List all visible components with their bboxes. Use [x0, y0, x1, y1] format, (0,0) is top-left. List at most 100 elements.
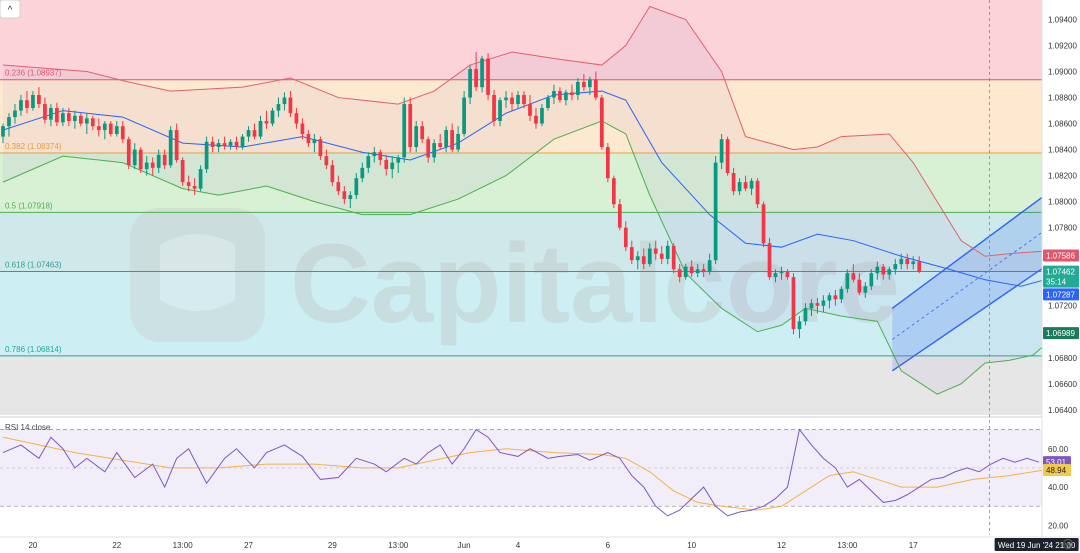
- price-tick-label: 1.08400: [1048, 146, 1077, 155]
- fib-band: [0, 0, 1042, 80]
- candle-body: [360, 167, 365, 179]
- candle-body: [707, 260, 712, 272]
- candle-body: [132, 149, 137, 166]
- price-badge: [1043, 249, 1079, 262]
- candle-body: [390, 162, 395, 170]
- price-badge-text: 1.07462: [1046, 268, 1075, 277]
- fib-levels: 0.236 (1.08937) 0.382 (1.08374) 0.5 (1.079…: [0, 69, 1042, 357]
- candle-body: [887, 269, 892, 275]
- channel-mid: [892, 229, 1046, 340]
- candle-body: [67, 113, 71, 121]
- candle-body: [875, 266, 880, 274]
- price-badge: [1043, 265, 1079, 288]
- candles: [1, 52, 922, 339]
- fib-label: 0.618 (1.07463): [5, 261, 62, 270]
- candle-body: [671, 245, 676, 270]
- candle-body: [228, 141, 233, 146]
- channel-fill: [892, 195, 1045, 371]
- rsi-label: RSI 14 close: [5, 423, 51, 432]
- candle-body: [809, 303, 814, 309]
- candle-body: [701, 269, 706, 272]
- candle-body: [869, 273, 874, 287]
- candle-body: [402, 104, 407, 158]
- candle-body: [468, 68, 472, 98]
- time-tick-label: 13:00: [173, 541, 194, 550]
- candle-body: [743, 182, 748, 189]
- fib-label: 0.382 (1.08374): [5, 142, 62, 151]
- candle-body: [683, 266, 688, 278]
- candle-body: [25, 100, 29, 108]
- collapse-button-label: ^: [8, 5, 13, 16]
- candle-body: [378, 152, 383, 161]
- fib-band: [0, 212, 1042, 272]
- price-tick-label: 1.06800: [1048, 354, 1077, 363]
- candle-body: [342, 191, 347, 200]
- candle-body: [186, 182, 191, 187]
- candle-body: [839, 288, 844, 300]
- candle-body: [498, 100, 502, 121]
- bollinger-bands: [2, 5, 1046, 395]
- candle-body: [444, 130, 449, 148]
- time-tick-label: Jun: [458, 541, 471, 550]
- candle-body: [55, 107, 59, 123]
- rsi-ma-line: [2, 436, 1046, 511]
- candle-body: [623, 227, 628, 248]
- candle-body: [264, 120, 269, 124]
- time-tick-label: 10: [687, 541, 696, 550]
- fib-label: 0.5 (1.07918): [5, 201, 53, 210]
- rsi-pane: RSI 14 close: [0, 416, 1046, 517]
- channel-lower: [891, 266, 1046, 372]
- price-tick-label: 1.08800: [1048, 94, 1077, 103]
- candle-body: [522, 94, 526, 105]
- candle-body: [797, 321, 802, 330]
- candle-body: [576, 81, 580, 95]
- candle-body: [474, 68, 478, 88]
- candle-body: [767, 243, 772, 278]
- candle-body: [761, 204, 766, 244]
- candle-body: [540, 107, 544, 124]
- price-badge: [1043, 288, 1079, 301]
- candle-body: [486, 58, 490, 95]
- candle-body: [90, 118, 95, 127]
- candle-body: [138, 149, 143, 170]
- candle-body: [779, 271, 784, 274]
- price-badge-text: 1.07586: [1046, 252, 1075, 261]
- candle-body: [450, 130, 454, 150]
- candle-body: [174, 130, 179, 161]
- bb-lower-line: [2, 120, 1046, 395]
- candle-body: [7, 117, 11, 127]
- price-tick-label: 1.09200: [1048, 42, 1077, 51]
- time-tick-label: 13:00: [388, 541, 409, 550]
- fib-label: 0.786 (1.06814): [5, 345, 62, 354]
- candle-body: [905, 258, 910, 265]
- candle-body: [689, 266, 694, 274]
- candle-body: [61, 113, 65, 123]
- gear-icon[interactable]: [1062, 538, 1074, 550]
- bb-upper-line: [2, 5, 1046, 257]
- candle-body: [558, 91, 562, 101]
- candle-body: [605, 147, 610, 179]
- candle-body: [246, 130, 251, 137]
- candle-body: [270, 110, 275, 124]
- candle-body: [120, 126, 125, 140]
- candle-body: [815, 303, 820, 306]
- candle-body: [252, 130, 257, 137]
- candle-body: [306, 133, 311, 144]
- candle-body: [851, 273, 856, 280]
- price-tick-label: 1.07800: [1048, 224, 1077, 233]
- candle-body: [755, 180, 760, 205]
- time-tick-label: 22: [112, 541, 121, 550]
- time-cursor-label: Wed 19 Jun '24 21:00: [998, 541, 1076, 550]
- candle-body: [288, 97, 293, 114]
- candle-body: [312, 139, 317, 144]
- collapse-button[interactable]: [0, 0, 21, 19]
- candle-body: [570, 92, 574, 95]
- candle-body: [408, 104, 413, 148]
- candle-body: [37, 94, 41, 105]
- rsi-badge-text: 53.01: [1046, 458, 1067, 467]
- fib-band-bottom: [0, 355, 1042, 415]
- candle-body: [144, 162, 149, 170]
- time-tick-label: 12: [777, 541, 786, 550]
